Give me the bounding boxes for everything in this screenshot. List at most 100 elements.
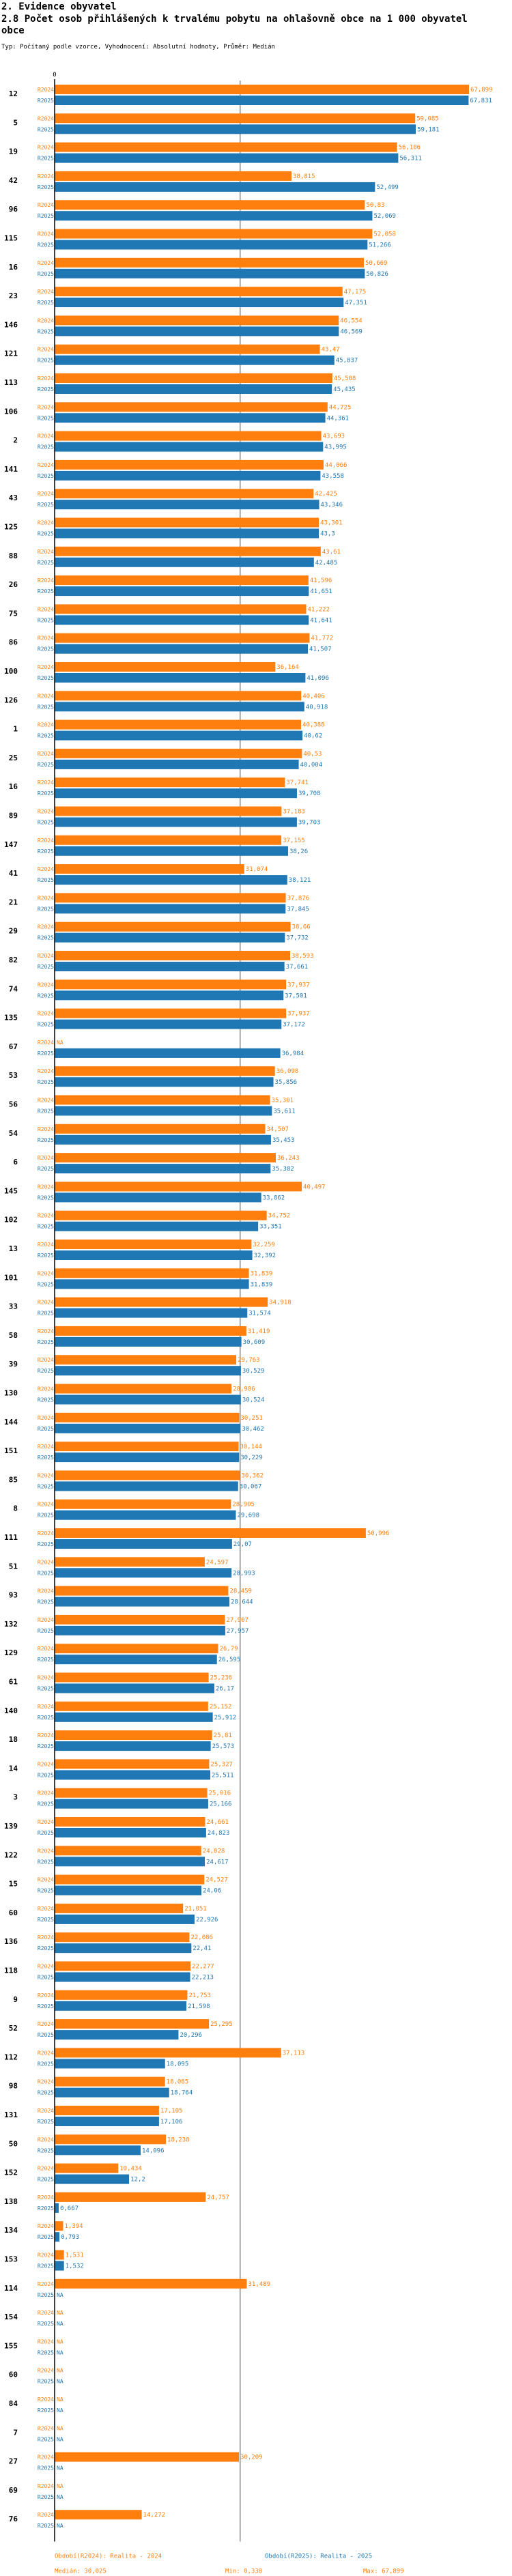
category-label: 138 (4, 2197, 18, 2206)
series-label-r2024: R2024 (38, 462, 54, 468)
bar-r2025 (55, 1423, 241, 1433)
data-label-r2025: 25,912 (214, 1715, 237, 1721)
data-label-r2025: 27,957 (227, 1628, 249, 1635)
data-label-r2025: 32,392 (254, 1253, 276, 1259)
data-label-r2025: 41,096 (307, 675, 329, 682)
category-label: 152 (4, 2169, 18, 2177)
data-label-r2024: 44,066 (325, 462, 347, 469)
series-label-r2024: R2024 (38, 664, 54, 670)
bar-r2025 (55, 1481, 238, 1491)
series-label-r2024: R2024 (38, 2512, 54, 2518)
data-label-r2025: 30,609 (243, 1339, 266, 1346)
category-label: 88 (9, 552, 18, 560)
bar-r2024 (55, 2250, 64, 2260)
series-label-r2024: R2024 (38, 1906, 54, 1912)
bar-r2025 (55, 500, 319, 510)
bar-r2024 (55, 1355, 237, 1365)
category-label: 84 (9, 2399, 18, 2408)
bar-r2025 (55, 1510, 236, 1520)
bar-r2024 (55, 431, 322, 441)
data-label-r2025: 26,595 (218, 1657, 241, 1663)
bar-r2025 (55, 846, 289, 856)
data-label-r2024: 24,597 (206, 1559, 229, 1566)
data-label-r2024: 37,113 (283, 2050, 305, 2057)
series-label-r2025: R2025 (38, 358, 54, 364)
data-label-r2025: 43,995 (324, 444, 347, 451)
series-label-r2025: R2025 (38, 2523, 54, 2529)
data-label-r2024: 25,152 (210, 1704, 232, 1711)
data-label-r2024: 38,66 (292, 924, 311, 931)
series-label-r2024: R2024 (38, 375, 54, 382)
data-label-r2025: 35,611 (273, 1108, 296, 1115)
data-label-r2024: 18,085 (167, 2079, 189, 2086)
series-label-r2025: R2025 (38, 704, 54, 710)
data-label-r2024: 37,937 (287, 1011, 310, 1018)
bar-r2025 (55, 2261, 64, 2271)
series-label-r2024: R2024 (38, 173, 54, 180)
bar-r2025 (55, 1366, 241, 1376)
bar-r2025 (55, 2030, 179, 2040)
data-label-r2025: 41,641 (310, 617, 332, 624)
data-label-r2024: 27,907 (226, 1617, 248, 1624)
series-label-r2024: R2024 (38, 953, 54, 959)
series-label-r2024: R2024 (38, 838, 54, 844)
bar-r2025 (55, 644, 309, 654)
bar-r2025 (55, 1625, 225, 1635)
series-label-r2025: R2025 (38, 473, 54, 479)
series-label-r2024: R2024 (38, 1761, 54, 1767)
category-label: 67 (9, 1042, 18, 1051)
series-label-r2024: R2024 (38, 347, 54, 353)
category-label: 53 (9, 1071, 18, 1080)
series-label-r2025: R2025 (38, 1859, 54, 1865)
series-label-r2025: R2025 (38, 1137, 54, 1143)
data-label-r2024: 24,757 (207, 2194, 229, 2201)
bar-r2025 (55, 730, 303, 741)
category-label: 125 (4, 523, 18, 532)
bar-r2024 (55, 1153, 276, 1163)
series-label-r2025: R2025 (38, 762, 54, 768)
series-label-r2024: R2024 (38, 2368, 54, 2374)
data-label-r2024: 43,301 (320, 520, 343, 527)
category-label: 141 (4, 465, 18, 474)
series-label-r2025: R2025 (38, 2436, 54, 2442)
category-label: 136 (4, 1937, 18, 1946)
series-label-r2024: R2024 (38, 1934, 54, 1941)
category-label: 61 (9, 1678, 18, 1687)
na-label-r2024: NA (57, 2338, 63, 2345)
series-label-r2024: R2024 (38, 2166, 54, 2172)
bar-r2024 (55, 1614, 225, 1625)
bar-r2024 (55, 373, 332, 383)
series-label-r2025: R2025 (38, 1657, 54, 1663)
legend-r2024-min: Min: 0,338 (225, 2568, 262, 2575)
bar-r2025 (55, 1192, 261, 1203)
series-label-r2024: R2024 (38, 1011, 54, 1017)
bar-r2024 (55, 2134, 167, 2145)
bar-r2024 (55, 1730, 212, 1741)
data-label-r2025: 41,651 (310, 588, 332, 595)
data-label-r2025: 40,918 (306, 704, 328, 711)
data-label-r2025: 26,17 (216, 1686, 234, 1693)
data-label-r2025: 18,095 (167, 2061, 189, 2067)
category-label: 145 (4, 1186, 18, 1195)
data-label-r2025: 44,361 (327, 415, 350, 422)
series-label-r2024: R2024 (38, 1184, 54, 1190)
bar-r2025 (55, 1308, 248, 1318)
series-label-r2025: R2025 (38, 1224, 54, 1230)
data-label-r2025: 28,644 (231, 1599, 253, 1606)
series-label-r2024: R2024 (38, 115, 54, 121)
bar-r2024 (55, 142, 397, 152)
bar-r2024 (55, 893, 286, 903)
series-label-r2025: R2025 (38, 1166, 54, 1172)
na-label-r2025: NA (57, 2349, 63, 2356)
bar-r2025 (55, 1279, 249, 1289)
series-label-r2024: R2024 (38, 1213, 54, 1219)
bar-r2025 (55, 1539, 232, 1549)
category-label: 151 (4, 1446, 18, 1455)
category-label: 15 (9, 1880, 18, 1889)
category-label: 75 (9, 609, 18, 618)
bar-r2025 (55, 1164, 271, 1174)
series-label-r2025: R2025 (38, 1022, 54, 1028)
data-label-r2024: 37,937 (287, 982, 310, 988)
series-label-r2025: R2025 (38, 328, 54, 334)
data-label-r2024: 36,164 (276, 664, 299, 671)
